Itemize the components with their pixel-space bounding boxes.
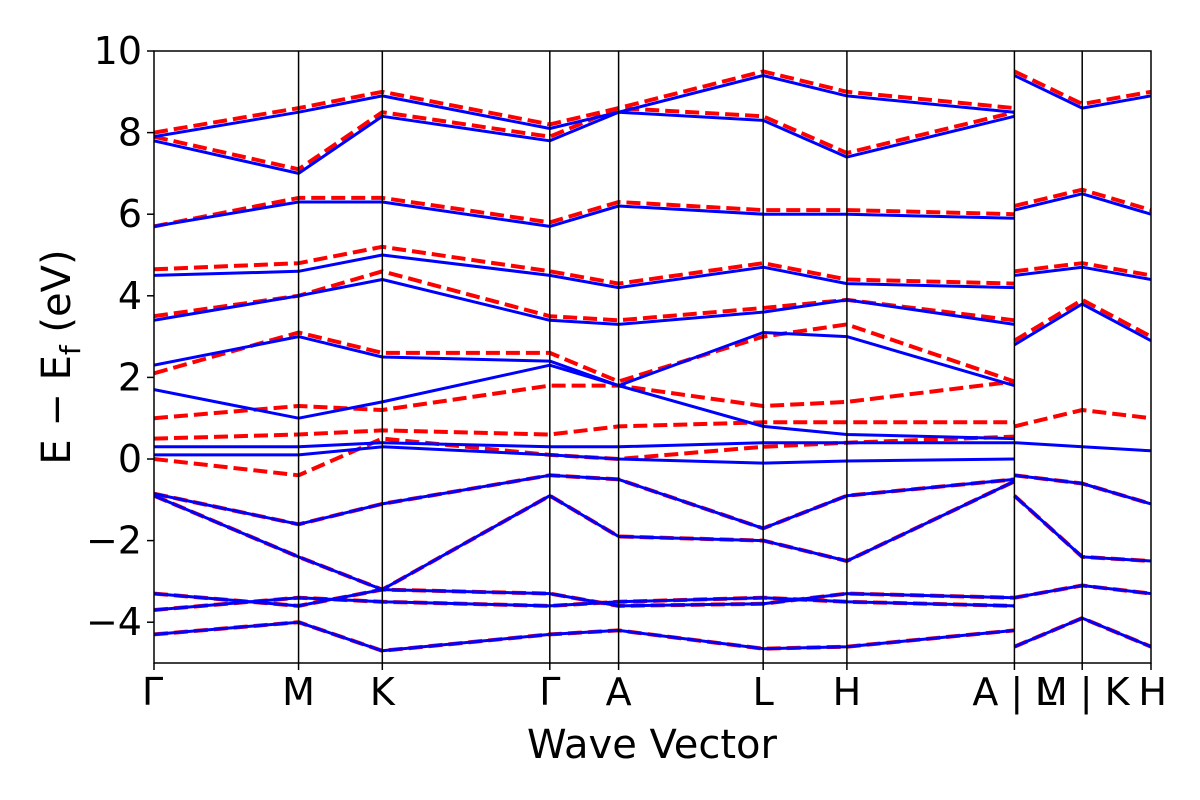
y-tick-label: −4: [86, 600, 142, 644]
dashed-band-13: [154, 69, 1015, 135]
x-tick-label: Γ: [142, 670, 163, 714]
y-axis-title-subscript: f: [54, 344, 87, 355]
kpoint-lines: [297, 51, 1083, 663]
x-tick-label: H: [833, 670, 862, 714]
solid-band-7: [154, 363, 1015, 441]
y-tick-label: 2: [118, 355, 142, 399]
solid-band-11: [154, 200, 1015, 228]
solid-band-4: [154, 473, 1015, 530]
y-axis-title: E − Ef (eV): [34, 249, 87, 464]
y-tick-label: 10: [94, 29, 142, 73]
solid-band-10: [154, 253, 1015, 290]
y-tick-label: 4: [118, 274, 142, 318]
y-tick-label: −2: [86, 519, 142, 563]
y-axis-title-unit: (eV): [34, 249, 80, 345]
solid-band-8: [154, 331, 1015, 388]
x-tick-label: K: [370, 670, 396, 714]
y-axis-title-main: E − E: [34, 355, 80, 465]
x-tick-label: H: [1138, 670, 1167, 714]
y-tick-label: 6: [118, 192, 142, 236]
solid-band-6: [154, 441, 1015, 449]
dashed-band-10: [154, 244, 1015, 286]
dashed-band-6: [154, 420, 1015, 441]
solid-band-3: [154, 480, 1016, 592]
solid-band-0: [154, 620, 1015, 653]
dashed-band-12: [154, 106, 1015, 172]
y-ticks: −4 −2 0 2 4 6 8 10: [86, 29, 154, 644]
y-tick-label: 8: [118, 111, 142, 155]
x-axis-title: Wave Vector: [527, 722, 778, 768]
x-tick-label: M: [282, 670, 315, 714]
solid-band-2: [154, 588, 1015, 608]
solid-band-12: [154, 110, 1015, 175]
solid-band-5: [154, 445, 1015, 465]
x-tick-label: Γ: [539, 670, 560, 714]
solid-band-9: [154, 278, 1015, 326]
y-tick-label: 0: [118, 437, 142, 481]
plot-background: [154, 51, 1151, 663]
solid-band-1: [154, 596, 1015, 612]
dashed-band-11: [154, 195, 1015, 229]
dashed-band-19: [1013, 297, 1151, 343]
x-tick-label: A | L: [972, 670, 1056, 715]
x-tick-label: L: [753, 670, 774, 714]
plot-frame: [153, 50, 1152, 664]
dashed-band-22: [1013, 69, 1151, 106]
dashed-band-8: [154, 322, 1016, 384]
x-tick-label: A: [606, 670, 632, 714]
solid-band-13: [154, 74, 1015, 139]
x-tick-label: M | K: [1035, 670, 1131, 715]
dashed-band-7: [154, 379, 1015, 421]
